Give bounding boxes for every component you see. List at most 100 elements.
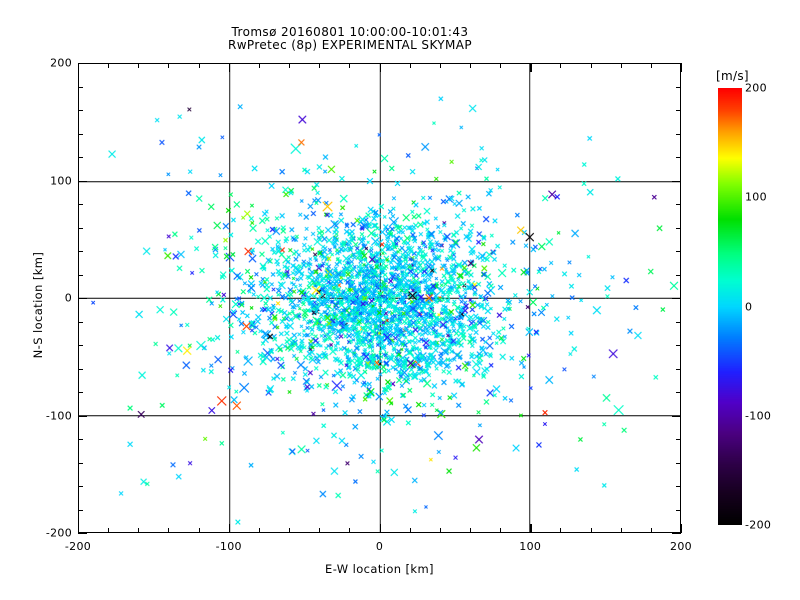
colorbar-gradient xyxy=(718,88,742,525)
axis-tick xyxy=(319,63,321,68)
axis-tick xyxy=(650,63,652,68)
axis-tick xyxy=(676,204,681,205)
axis-tick xyxy=(560,528,562,533)
colorbar-tick-200: 200 xyxy=(745,81,767,95)
axis-tick xyxy=(379,63,381,72)
axis-tick xyxy=(676,392,681,393)
axis-tick xyxy=(168,63,170,68)
axis-tick xyxy=(409,528,411,533)
axis-tick xyxy=(672,63,681,65)
axis-tick xyxy=(590,63,592,68)
axis-tick xyxy=(672,180,681,182)
axis-tick xyxy=(676,251,681,252)
axis-tick xyxy=(78,533,87,535)
axis-tick xyxy=(168,528,170,533)
axis-tick xyxy=(78,486,83,487)
axis-tick xyxy=(78,180,87,182)
axis-tick xyxy=(560,63,562,68)
x-tick-label-100: 100 xyxy=(519,540,542,553)
axis-tick xyxy=(500,63,502,68)
axis-tick xyxy=(530,524,532,533)
axis-tick xyxy=(138,63,140,68)
axis-tick xyxy=(439,528,441,533)
axis-tick xyxy=(676,227,681,229)
axis-tick xyxy=(78,509,83,511)
axis-tick xyxy=(469,63,471,68)
axis-tick xyxy=(78,157,83,158)
axis-tick xyxy=(198,528,200,533)
colorbar-tick-100: 100 xyxy=(745,190,767,204)
axis-tick xyxy=(676,509,681,511)
axis-tick xyxy=(676,321,681,323)
colorbar-tick-0: 0 xyxy=(745,300,753,313)
y-axis-label: N-S location [km] xyxy=(31,251,45,359)
axis-tick xyxy=(78,392,83,393)
colorbar-unit-label: [m/s] xyxy=(716,69,749,83)
axis-tick xyxy=(530,63,532,72)
axis-tick xyxy=(289,63,291,68)
axis-tick xyxy=(78,110,83,111)
axis-tick xyxy=(78,321,83,323)
axis-tick xyxy=(289,528,291,533)
title-line-1: Tromsø 20160801 10:00:00-10:01:43 xyxy=(231,25,469,39)
axis-tick xyxy=(78,63,80,72)
axis-tick xyxy=(676,274,681,276)
axis-tick xyxy=(681,63,683,72)
axis-tick xyxy=(108,63,110,68)
axis-tick xyxy=(258,63,260,68)
y-tick-label-200: 200 xyxy=(50,56,72,70)
axis-tick xyxy=(379,524,381,533)
axis-tick xyxy=(676,345,681,346)
axis-tick xyxy=(78,274,83,276)
axis-tick xyxy=(676,157,681,158)
axis-tick xyxy=(78,133,83,135)
y-tick-label--100: -100 xyxy=(45,409,72,422)
axis-tick xyxy=(78,415,87,417)
axis-tick xyxy=(676,110,681,111)
axis-tick xyxy=(78,462,83,464)
x-tick-label--100: -100 xyxy=(215,540,242,553)
axis-tick xyxy=(469,528,471,533)
colorbar-tick--200: -200 xyxy=(745,518,772,532)
axis-tick xyxy=(258,528,260,533)
axis-tick xyxy=(676,439,681,440)
axis-tick xyxy=(78,439,83,440)
axis-tick xyxy=(349,63,351,68)
axis-tick xyxy=(319,528,321,533)
axis-tick xyxy=(620,63,622,68)
axis-tick xyxy=(409,63,411,68)
axis-tick xyxy=(672,415,681,417)
plot-title: Tromsø 20160801 10:00:00-10:01:43 RwPret… xyxy=(0,26,700,52)
axis-tick xyxy=(108,528,110,533)
plot-area xyxy=(78,63,681,533)
axis-tick xyxy=(676,86,681,88)
axis-tick xyxy=(78,368,83,370)
axis-tick xyxy=(78,298,87,300)
y-tick-label--200: -200 xyxy=(45,526,72,540)
axis-tick xyxy=(349,528,351,533)
x-tick-label-0: 0 xyxy=(375,540,384,553)
colorbar-tick--100: -100 xyxy=(745,409,772,423)
axis-tick xyxy=(78,86,83,88)
x-tick-label-200: 200 xyxy=(670,540,692,553)
axis-tick xyxy=(78,345,83,346)
axis-tick xyxy=(672,298,681,300)
y-tick-label-0: 0 xyxy=(64,291,72,305)
title-line-2: RwPretec (8p) EXPERIMENTAL SKYMAP xyxy=(227,38,473,52)
axis-tick xyxy=(198,63,200,68)
axis-tick xyxy=(590,528,592,533)
axis-tick xyxy=(228,63,231,72)
axis-tick xyxy=(138,528,140,533)
x-tick-label--200: -200 xyxy=(64,540,92,553)
axis-tick xyxy=(78,251,83,252)
axis-tick xyxy=(500,528,502,533)
axis-tick xyxy=(78,524,80,533)
scatter-canvas xyxy=(79,64,680,532)
axis-tick xyxy=(672,533,681,535)
axis-tick xyxy=(676,462,681,464)
axis-tick xyxy=(676,368,681,370)
axis-tick xyxy=(78,63,87,65)
axis-tick xyxy=(620,528,622,533)
axis-tick xyxy=(676,486,681,487)
